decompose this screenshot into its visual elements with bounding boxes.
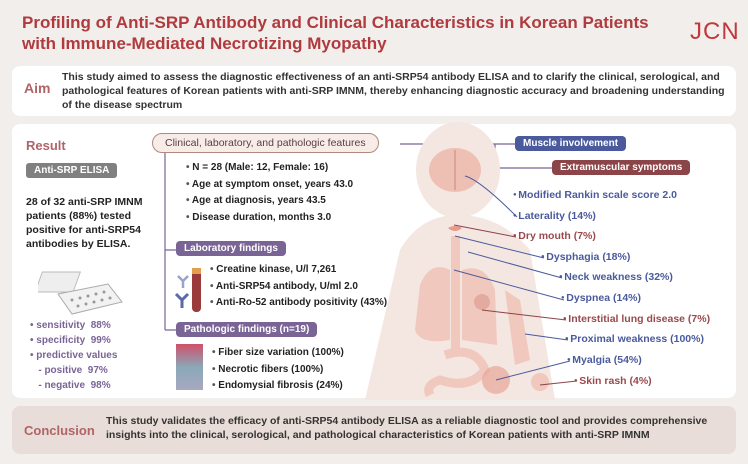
stat-specificity: • specificity 99% [30, 335, 111, 346]
demographics-list: N = 28 (Male: 12, Female: 16) Age at sym… [186, 160, 353, 226]
symptom-neck-weakness: Neck weakness (32%) [559, 271, 673, 283]
symptom-dysphagia: Dysphagia (18%) [541, 251, 630, 263]
list-item: Anti-SRP54 antibody, U/ml 2.0 [210, 279, 387, 296]
stat-sensitivity: • sensitivity 88% [30, 320, 111, 331]
symptom-proximal-weakness: Proximal weakness (100%) [565, 333, 704, 345]
list-item: Age at symptom onset, years 43.0 [186, 177, 353, 194]
symptom-laterality: Laterality (14%) [513, 210, 596, 222]
stat-predictive: • predictive values [30, 350, 118, 361]
path-findings-list: Fiber size variation (100%) Necrotic fib… [212, 345, 344, 395]
list-item: Fiber size variation (100%) [212, 345, 344, 362]
stat-negative: - negative 98% [30, 380, 111, 391]
conclusion-label: Conclusion [24, 423, 95, 438]
aim-text: This study aimed to assess the diagnosti… [62, 71, 725, 111]
symptom-skin-rash: Skin rash (4%) [574, 375, 651, 387]
symptom-dyspnea: Dyspnea (14%) [561, 292, 641, 304]
result-label: Result [26, 138, 66, 153]
list-item: Endomysial fibrosis (24%) [212, 378, 344, 395]
lab-findings-list: Creatine kinase, U/l 7,261 Anti-SRP54 an… [210, 262, 387, 312]
elisa-stats: • sensitivity 88% • specificity 99% • pr… [30, 318, 117, 393]
list-item: Anti-Ro-52 antibody positivity (43%) [210, 295, 387, 312]
list-item: N = 28 (Male: 12, Female: 16) [186, 160, 353, 177]
journal-logo: JCN [690, 18, 740, 45]
list-item: Age at diagnosis, years 43.5 [186, 193, 353, 210]
path-findings-header: Pathologic findings (n=19) [176, 322, 318, 337]
antibody-tube-icon [174, 268, 201, 312]
symptom-myalgia: Myalgia (54%) [567, 354, 641, 366]
symptom-rankin: Modified Rankin scale score 2.0 [513, 189, 677, 201]
list-item: Necrotic fibers (100%) [212, 362, 344, 379]
page-title: Profiling of Anti-SRP Antibody and Clini… [22, 13, 649, 53]
aim-panel [12, 66, 736, 116]
elisa-plate-icon [38, 271, 123, 315]
aim-label: Aim [24, 80, 51, 96]
elisa-text: 28 of 32 anti-SRP IMNM patients (88%) te… [26, 196, 143, 250]
conclusion-text: This study validates the efficacy of ant… [106, 415, 708, 441]
stat-positive: - positive 97% [30, 365, 108, 376]
features-header: Clinical, laboratory, and pathologic fea… [152, 133, 379, 153]
elisa-tag: Anti-SRP ELISA [26, 163, 118, 178]
list-item: Disease duration, months 3.0 [186, 210, 353, 227]
conclusion-panel [12, 406, 736, 454]
histology-image [176, 344, 203, 390]
symptom-dry-mouth: Dry mouth (7%) [513, 230, 596, 242]
lab-findings-header: Laboratory findings [176, 241, 286, 256]
list-item: Creatine kinase, U/l 7,261 [210, 262, 387, 279]
extramuscular-header: Extramuscular symptoms [552, 160, 691, 175]
symptom-ild: Interstitial lung disease (7%) [563, 313, 710, 325]
muscle-involvement-header: Muscle involvement [515, 136, 627, 151]
